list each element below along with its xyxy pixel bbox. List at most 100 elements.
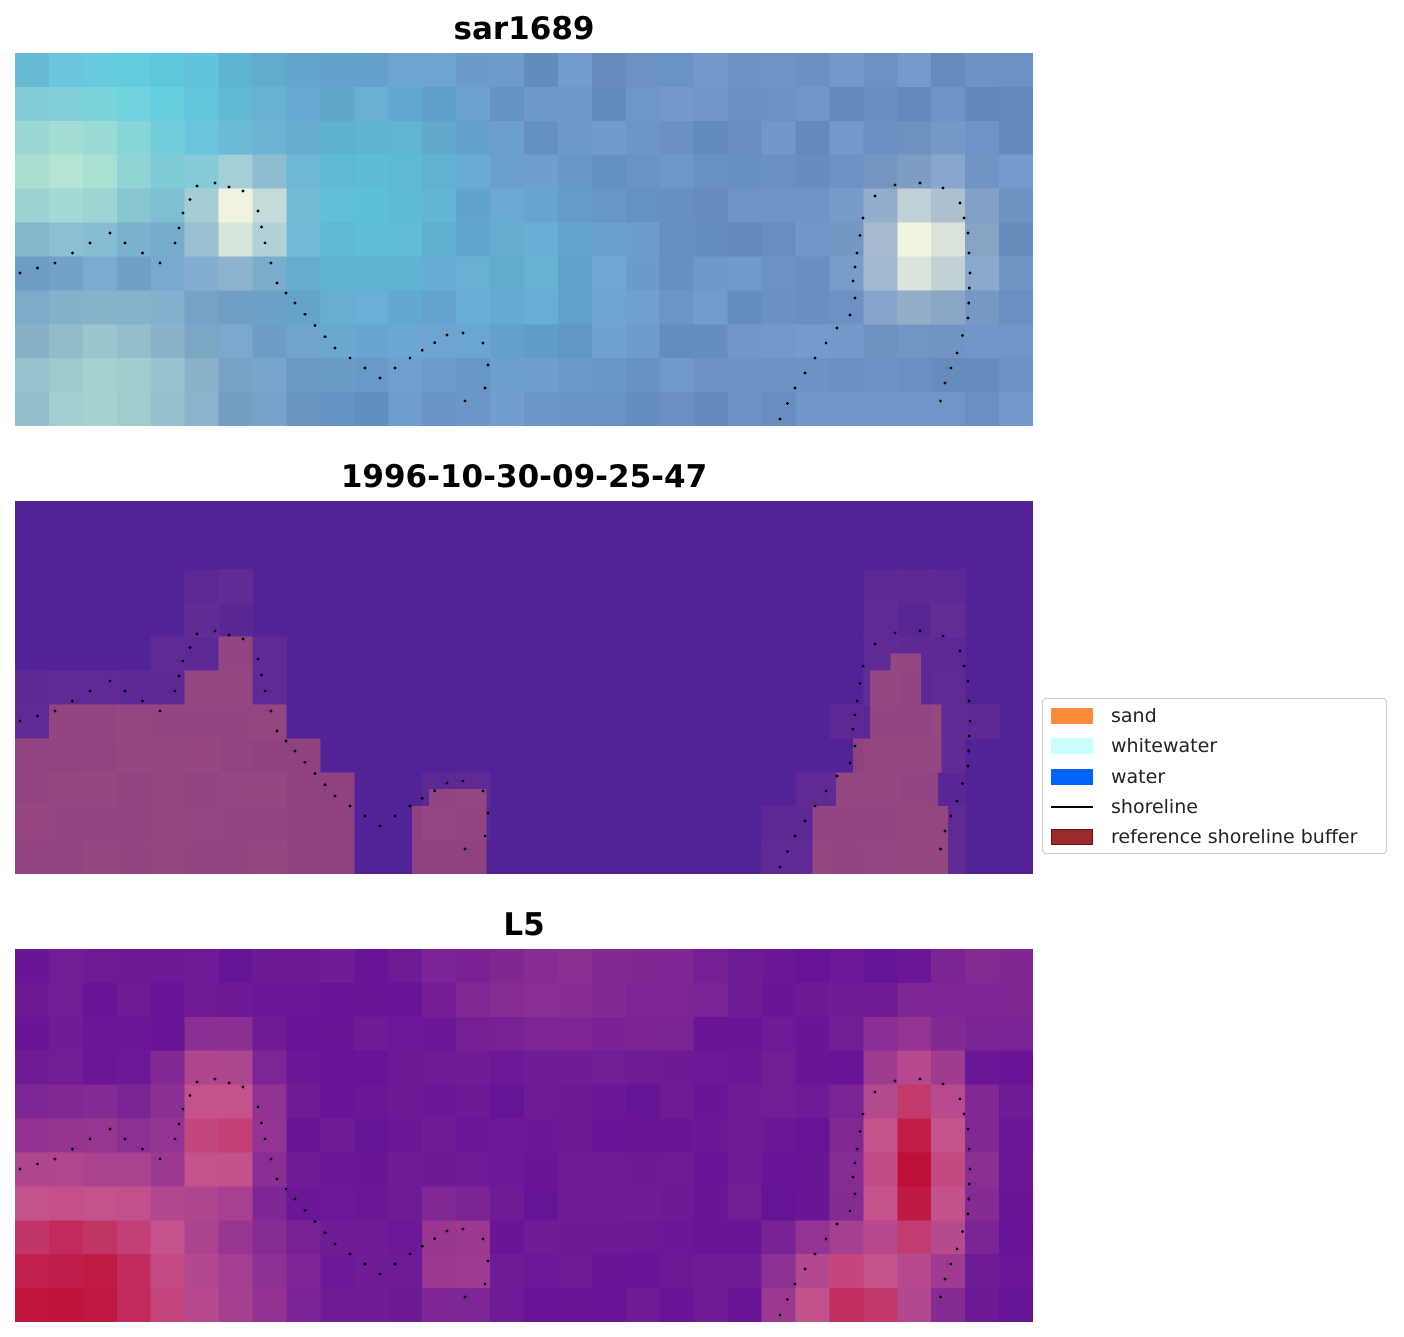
index-pixel xyxy=(354,1118,389,1153)
index-pixel xyxy=(625,1016,661,1052)
rgb-pixel xyxy=(659,120,695,156)
index-pixel xyxy=(354,982,389,1018)
index-pixel xyxy=(320,1118,355,1153)
buffer-shade xyxy=(422,772,457,807)
rgb-pixel xyxy=(490,188,525,224)
index-pixel xyxy=(388,949,423,984)
buffer-shade xyxy=(82,772,118,807)
buffer-shade xyxy=(82,670,118,705)
reference-buffer-cell xyxy=(836,772,938,807)
index-pixel xyxy=(218,949,254,984)
index-pixel xyxy=(490,1050,525,1086)
index-pixel xyxy=(218,1152,254,1187)
rgb-pixel xyxy=(625,290,661,325)
index-pixel xyxy=(829,1016,864,1052)
rgb-pixel xyxy=(490,358,525,393)
index-pixel xyxy=(727,949,763,984)
reference-buffer-cell xyxy=(320,772,355,874)
rgb-pixel xyxy=(591,188,627,224)
shoreline-dot xyxy=(363,1262,367,1266)
shoreline-dot xyxy=(481,1237,485,1241)
rgb-pixel xyxy=(999,188,1033,224)
index-pixel xyxy=(218,1186,254,1221)
index-pixel xyxy=(524,1016,559,1052)
rgb-pixel xyxy=(897,188,932,224)
rgb-pixel xyxy=(795,154,830,190)
index-pixel xyxy=(999,1050,1033,1086)
shoreline-dot xyxy=(256,209,260,213)
reference-buffer-cell xyxy=(201,670,236,705)
index-pixel xyxy=(965,1016,1000,1052)
shoreline-dot xyxy=(445,1229,449,1233)
rgb-pixel xyxy=(557,358,593,393)
rgb-pixel xyxy=(625,188,661,224)
rgb-pixel xyxy=(524,358,559,393)
shoreline-dot xyxy=(966,1212,970,1216)
shoreline-dot xyxy=(263,241,267,245)
rgb-pixel xyxy=(320,120,355,156)
index-pixel xyxy=(897,1118,932,1153)
index-pixel xyxy=(761,949,796,984)
index-pixel xyxy=(456,1152,491,1187)
rgb-pixel xyxy=(795,120,830,156)
shoreline-west xyxy=(18,181,490,403)
rgb-pixel xyxy=(625,154,661,190)
buffer-shade xyxy=(829,806,864,841)
classification-panel xyxy=(15,501,1033,874)
index-pixel xyxy=(150,1220,186,1255)
index-pixel xyxy=(999,1118,1033,1153)
rgb-pixel xyxy=(863,53,898,88)
rgb-pixel xyxy=(999,154,1033,190)
index-pixel xyxy=(184,1118,220,1153)
rgb-pixel xyxy=(795,188,830,224)
index-pixel xyxy=(795,982,830,1018)
index-pixel xyxy=(659,1016,695,1052)
rgb-pixel xyxy=(286,154,321,190)
rgb-pixel xyxy=(354,256,389,291)
index-pixel xyxy=(116,1220,152,1255)
index-pixel xyxy=(795,1186,830,1221)
shoreline-west xyxy=(18,629,490,851)
index-pixel xyxy=(591,1016,627,1052)
rgb-pixel xyxy=(320,154,355,190)
legend-label-whitewater: whitewater xyxy=(1111,735,1218,757)
index-pixel xyxy=(795,1050,830,1086)
index-pixel xyxy=(15,1220,50,1255)
shoreline-dot xyxy=(803,371,807,375)
index-pixel xyxy=(422,1016,457,1052)
buffer-shade xyxy=(184,636,220,672)
rgb-pixel xyxy=(490,120,525,156)
rgb-pixel xyxy=(184,154,220,190)
rgb-pixel xyxy=(863,290,898,325)
index-pixel xyxy=(150,1288,186,1322)
index-pixel xyxy=(999,949,1033,984)
shoreline-dot xyxy=(835,1222,839,1226)
index-pixel xyxy=(524,949,559,984)
rgb-pixel xyxy=(150,256,186,291)
rgb-pixel xyxy=(591,392,627,426)
rgb-pixel xyxy=(320,53,355,88)
shoreline-dot xyxy=(363,814,367,818)
index-pixel xyxy=(659,1084,695,1120)
index-pixel xyxy=(931,1220,966,1255)
shoreline-dot xyxy=(853,744,857,748)
rgb-pixel xyxy=(422,53,457,88)
index-pixel xyxy=(456,1288,491,1322)
shoreline-dot xyxy=(53,261,57,265)
buffer-shade xyxy=(15,738,50,773)
index-pixel xyxy=(999,1220,1033,1255)
shoreline-dot xyxy=(177,674,181,678)
index-pixel xyxy=(490,949,525,984)
rgb-pixel xyxy=(591,222,627,257)
rgb-pixel xyxy=(659,154,695,190)
rgb-pixel xyxy=(659,324,695,359)
index-pixel xyxy=(116,1152,152,1187)
index-pixel xyxy=(659,1186,695,1221)
index-pixel xyxy=(591,949,627,984)
shoreline-dot xyxy=(141,251,144,255)
index-pixel xyxy=(388,982,423,1018)
rgb-pixel xyxy=(456,290,491,325)
rgb-pixel xyxy=(456,188,491,224)
rgb-pixel xyxy=(320,86,355,122)
legend-item-sand: sand xyxy=(1051,705,1157,727)
